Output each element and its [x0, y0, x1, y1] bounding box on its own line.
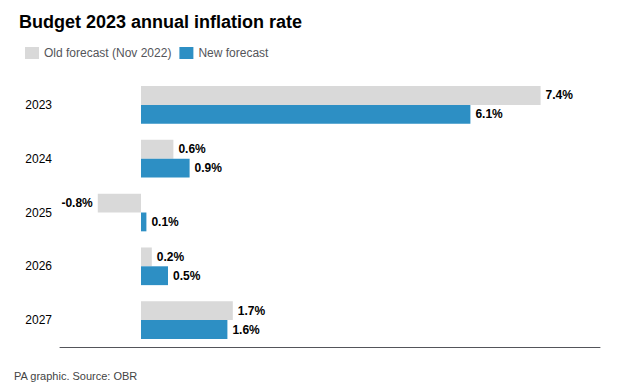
svg-text:0.1%: 0.1% — [151, 215, 179, 229]
svg-text:Budget 2023 annual inflation r: Budget 2023 annual inflation rate — [19, 12, 302, 32]
svg-text:0.2%: 0.2% — [157, 250, 185, 264]
svg-text:New forecast: New forecast — [198, 46, 269, 60]
svg-text:6.1%: 6.1% — [475, 107, 503, 121]
svg-text:2024: 2024 — [25, 152, 52, 166]
svg-text:2027: 2027 — [25, 313, 52, 327]
svg-text:0.9%: 0.9% — [195, 161, 223, 175]
svg-text:PA graphic. Source: OBR: PA graphic. Source: OBR — [14, 370, 137, 382]
svg-text:0.5%: 0.5% — [173, 269, 201, 283]
svg-text:1.6%: 1.6% — [232, 323, 260, 337]
svg-text:2026: 2026 — [25, 259, 52, 273]
svg-text:1.7%: 1.7% — [238, 304, 266, 318]
svg-text:-0.8%: -0.8% — [61, 196, 93, 210]
svg-text:2025: 2025 — [25, 206, 52, 220]
svg-text:7.4%: 7.4% — [546, 88, 574, 102]
svg-text:2023: 2023 — [25, 98, 52, 112]
svg-text:0.6%: 0.6% — [178, 142, 206, 156]
svg-text:Old forecast (Nov 2022): Old forecast (Nov 2022) — [44, 46, 171, 60]
